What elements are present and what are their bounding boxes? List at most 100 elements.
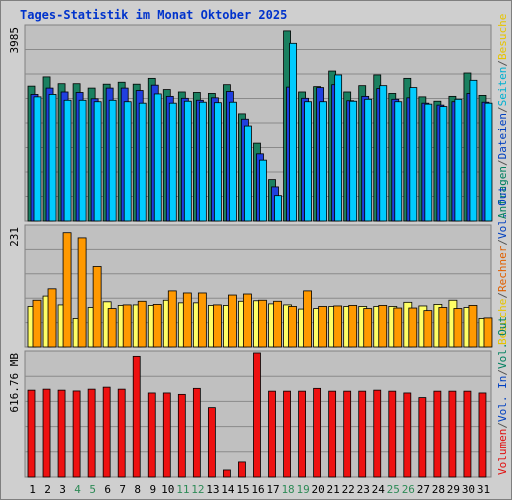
bar-seiten-day-27 bbox=[424, 103, 433, 222]
bar-rechner-day-4 bbox=[77, 237, 87, 348]
bar-rechner-day-9 bbox=[152, 304, 162, 348]
x-tick-label: 1 bbox=[29, 483, 36, 496]
legend-entry: Dateien bbox=[496, 113, 509, 159]
bar-seiten-day-4 bbox=[78, 99, 87, 222]
bar-seiten-day-25 bbox=[394, 101, 403, 222]
bar-volumen-day-8 bbox=[132, 355, 141, 478]
bar-seiten-day-16 bbox=[259, 159, 267, 222]
bar-rechner-day-5 bbox=[92, 266, 102, 348]
bar-seiten-day-19 bbox=[304, 101, 312, 222]
bar-volumen-day-12 bbox=[192, 387, 201, 478]
bar-rechner-day-13 bbox=[212, 304, 222, 348]
legend-entry: / bbox=[496, 369, 509, 376]
x-tick-label: 3 bbox=[59, 483, 66, 496]
bar-seiten-day-9 bbox=[153, 93, 162, 222]
bar-rechner-day-28 bbox=[438, 307, 448, 348]
bar-volumen-day-16 bbox=[253, 352, 261, 478]
bar-seiten-day-20 bbox=[319, 101, 328, 222]
bar-rechner-day-26 bbox=[408, 307, 418, 348]
bar-rechner-day-30 bbox=[468, 305, 478, 348]
bar-seiten-day-12 bbox=[198, 101, 207, 222]
x-tick-label: 6 bbox=[104, 483, 111, 496]
bar-volumen-day-21 bbox=[328, 390, 337, 478]
bar-seiten-day-8 bbox=[138, 102, 147, 222]
legend-entry: Anfragen bbox=[496, 166, 509, 219]
x-tick-label: 22 bbox=[342, 483, 355, 496]
legend-entry: / bbox=[496, 60, 509, 67]
x-tick-label: 13 bbox=[206, 483, 219, 496]
x-tick-label: 14 bbox=[221, 483, 235, 496]
bar-seiten-day-29 bbox=[454, 98, 463, 222]
legend-text: Anfragen/Dateien/Seiten/Besuche bbox=[496, 14, 509, 219]
bar-seiten-day-31 bbox=[484, 102, 493, 222]
bar-rechner-day-12 bbox=[197, 292, 207, 348]
bar-seiten-day-7 bbox=[123, 101, 132, 222]
x-tick-label: 26 bbox=[402, 483, 415, 496]
bar-seiten-day-5 bbox=[93, 101, 102, 222]
x-tick-label: 4 bbox=[74, 483, 81, 496]
x-tick-label: 2 bbox=[44, 483, 51, 496]
bar-volumen-day-9 bbox=[147, 392, 156, 478]
bar-seiten-day-18 bbox=[289, 42, 297, 222]
x-tick-label: 10 bbox=[161, 483, 174, 496]
bar-volumen-day-13 bbox=[207, 407, 216, 478]
bar-rechner-day-3 bbox=[62, 232, 72, 348]
legend-text: Besuche/Rechner/Vol. Out bbox=[496, 186, 509, 345]
legend-entry: / bbox=[496, 239, 509, 246]
bar-seiten-day-2 bbox=[48, 94, 57, 222]
bar-volumen-day-7 bbox=[117, 388, 126, 478]
x-tick-label: 21 bbox=[327, 483, 340, 496]
bar-seiten-day-10 bbox=[168, 102, 177, 222]
x-tick-label: 18 bbox=[281, 483, 294, 496]
bar-rechner-day-22 bbox=[348, 305, 358, 348]
x-tick-label: 12 bbox=[191, 483, 204, 496]
bar-seiten-day-26 bbox=[409, 87, 418, 222]
legend-entry: Volumen bbox=[496, 429, 509, 475]
x-tick-label: 27 bbox=[417, 483, 430, 496]
bar-rechner-day-24 bbox=[378, 305, 388, 348]
bar-seiten-day-14 bbox=[229, 101, 237, 222]
bar-volumen-day-23 bbox=[358, 390, 367, 478]
bar-rechner-day-23 bbox=[363, 308, 373, 348]
bar-seiten-day-1 bbox=[33, 96, 42, 222]
x-tick-label: 24 bbox=[372, 483, 386, 496]
bar-volumen-day-28 bbox=[433, 390, 442, 478]
bar-rechner-day-1 bbox=[32, 299, 42, 348]
x-tick-label: 30 bbox=[462, 483, 475, 496]
bar-volumen-day-17 bbox=[268, 390, 276, 478]
x-tick-label: 8 bbox=[134, 483, 141, 496]
bar-volumen-day-25 bbox=[388, 390, 397, 478]
legend-entry: Besuche bbox=[496, 299, 509, 345]
legend-entry: Vol. Out bbox=[496, 316, 509, 369]
bar-seiten-day-28 bbox=[439, 106, 448, 222]
bar-rechner-day-7 bbox=[122, 304, 132, 348]
x-tick-label: 31 bbox=[477, 483, 490, 496]
x-tick-label: 9 bbox=[149, 483, 156, 496]
bar-volumen-day-31 bbox=[478, 392, 487, 478]
x-tick-label: 7 bbox=[119, 483, 126, 496]
x-tick-label: 17 bbox=[266, 483, 279, 496]
bar-rechner-day-20 bbox=[318, 306, 328, 348]
x-tick-label: 29 bbox=[447, 483, 460, 496]
x-tick-label: 23 bbox=[357, 483, 370, 496]
bar-volumen-day-2 bbox=[42, 388, 51, 478]
y-max-label-top: 3985 bbox=[8, 27, 21, 54]
bar-rechner-day-21 bbox=[333, 305, 343, 348]
bar-volumen-day-22 bbox=[343, 390, 352, 478]
legend-entry: / bbox=[496, 159, 509, 166]
legend-entry: / bbox=[496, 292, 509, 299]
bar-volumen-day-4 bbox=[72, 390, 81, 478]
bar-volumen-day-27 bbox=[418, 397, 427, 478]
bar-volumen-day-10 bbox=[162, 392, 171, 478]
bar-seiten-day-6 bbox=[108, 99, 117, 222]
bar-rechner-day-10 bbox=[167, 290, 177, 348]
bar-seiten-day-22 bbox=[349, 100, 358, 222]
legend-text: Volumen/Vol. In/Vol. Out bbox=[496, 316, 509, 475]
bar-rechner-day-31 bbox=[483, 317, 493, 348]
bar-volumen-day-19 bbox=[298, 390, 306, 478]
y-max-label-bottom: 616.76 MB bbox=[8, 353, 21, 413]
bar-seiten-day-24 bbox=[379, 85, 388, 222]
x-tick-label: 16 bbox=[251, 483, 264, 496]
bar-seiten-day-13 bbox=[213, 102, 222, 222]
x-tick-label: 15 bbox=[236, 483, 249, 496]
